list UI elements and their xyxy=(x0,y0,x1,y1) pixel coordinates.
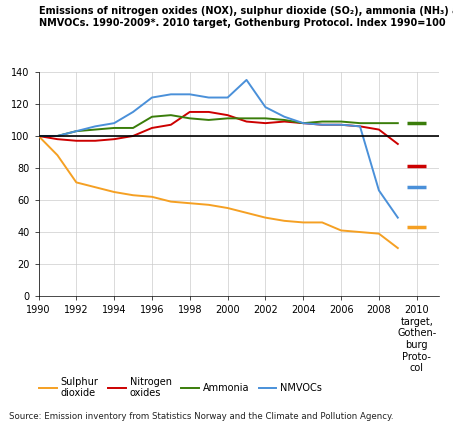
Text: Source: Emission inventory from Statistics Norway and the Climate and Pollution : Source: Emission inventory from Statisti… xyxy=(9,412,394,421)
Legend: Sulphur
dioxide, Nitrogen
oxides, Ammonia, NMVOCs: Sulphur dioxide, Nitrogen oxides, Ammoni… xyxy=(35,373,326,402)
Text: Emissions of nitrogen oxides (NOX), sulphur dioxide (SO₂), ammonia (NH₃) and
NMV: Emissions of nitrogen oxides (NOX), sulp… xyxy=(39,6,453,28)
